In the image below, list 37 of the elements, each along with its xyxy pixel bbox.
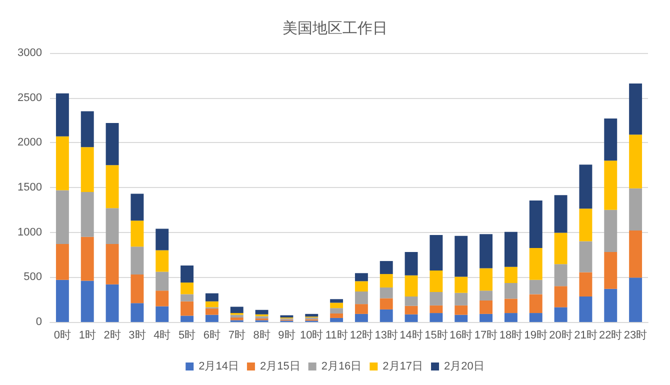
x-tick-label: 21时 [574, 328, 598, 342]
y-tick-label: 1500 [18, 182, 42, 194]
x-tick-label: 16时 [450, 328, 473, 342]
x-tick-label: 20时 [549, 328, 572, 342]
x-tick-label: 1时 [78, 328, 96, 342]
legend-label: 2月17日 [382, 360, 424, 372]
x-tick-label: 14时 [400, 328, 423, 342]
x-tick-label: 0时 [54, 328, 72, 342]
x-tick-label: 22时 [599, 328, 622, 342]
x-tick-label: 3时 [128, 328, 146, 342]
legend-label: 2月14日 [198, 360, 239, 372]
x-tick-label: 19时 [524, 328, 548, 342]
y-tick-label: 1000 [18, 226, 42, 238]
x-tick-label: 10时 [300, 328, 324, 342]
y-tick-label: 2000 [18, 136, 42, 149]
x-tick-label: 11时 [325, 328, 348, 342]
y-tick-label: 3000 [18, 47, 42, 59]
legend-label: 2月15日 [260, 360, 300, 372]
x-tick-label: 8时 [253, 328, 270, 342]
x-tick-label: 9时 [278, 328, 296, 342]
x-tick-label: 7时 [228, 328, 246, 342]
x-tick-label: 23时 [624, 328, 648, 342]
x-tick-label: 13时 [374, 328, 398, 342]
x-tick-label: 15时 [424, 328, 448, 342]
x-tick-label: 5时 [178, 328, 196, 342]
x-tick-label: 4时 [154, 328, 171, 342]
x-tick-label: 12时 [350, 328, 374, 342]
y-tick-label: 500 [24, 271, 42, 284]
legend-label: 2月16日 [321, 360, 362, 372]
x-tick-label: 2时 [104, 328, 121, 342]
chart-title: 美国地区工作日 [282, 20, 388, 37]
x-tick-label: 17时 [474, 328, 498, 342]
x-tick-label: 6时 [203, 328, 221, 342]
x-tick-label: 18时 [499, 328, 523, 342]
y-tick-label: 0 [36, 316, 42, 328]
legend-label: 2月20日 [444, 360, 484, 372]
y-tick-label: 2500 [18, 92, 42, 104]
